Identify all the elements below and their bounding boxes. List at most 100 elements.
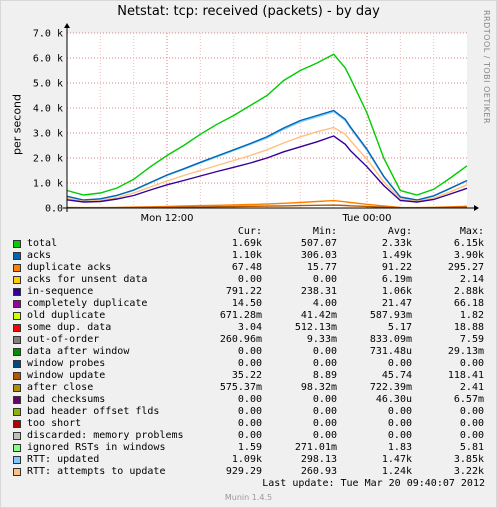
legend-swatch — [13, 432, 21, 440]
series-line-in-sequence — [66, 135, 468, 203]
legend-min: 271.01m — [294, 442, 337, 453]
grid-lines — [67, 32, 467, 208]
x-tick-labels: Mon 12:00 Tue 00:00 — [140, 213, 391, 224]
x-tick-label: Tue 00:00 — [341, 213, 391, 224]
legend-swatch — [13, 300, 21, 308]
y-tick-label: 2.0 k — [33, 154, 63, 165]
legend-cur: 0.00 — [237, 394, 262, 405]
legend-min: 298.13 — [300, 454, 337, 465]
legend-swatch — [13, 372, 21, 380]
legend-max: 3.22k — [453, 466, 484, 477]
legend-label: some dup. data — [27, 322, 112, 333]
legend-label: window probes — [27, 358, 106, 369]
legend-swatch — [13, 264, 21, 272]
legend-cur: 14.50 — [231, 298, 262, 309]
legend-min: 9.33m — [306, 334, 337, 345]
legend-label: RTT: updated — [27, 454, 100, 465]
legend-label: data after window — [27, 346, 130, 357]
legend-max: 0.00 — [459, 418, 484, 429]
legend-avg: 0.00 — [387, 358, 412, 369]
legend-max: 0.00 — [459, 430, 484, 441]
legend-cur: 1.59 — [237, 442, 262, 453]
legend-swatch — [13, 252, 21, 260]
legend-min: 238.31 — [300, 286, 337, 297]
legend-cur: 0.00 — [237, 358, 262, 369]
y-tick-label: 7.0 k — [33, 29, 63, 40]
legend-max: 3.90k — [453, 250, 484, 261]
legend-avg: 1.06k — [381, 286, 412, 297]
legend-header-row: Cur: Min: Avg: Max: — [12, 226, 492, 238]
legend-row: too short 0.00 0.00 0.00 0.00 — [12, 418, 492, 430]
legend-label: bad checksums — [27, 394, 106, 405]
x-tick-label: Mon 12:00 — [140, 213, 193, 224]
legend-cur: 929.29 — [225, 466, 262, 477]
legend-row: data after window 0.00 0.00 731.48u 29.13m — [12, 346, 492, 358]
y-tick-label: 0.0 — [45, 204, 63, 215]
legend-min: 260.93 — [300, 466, 337, 477]
legend-swatch — [13, 324, 21, 332]
legend-avg: 0.00 — [387, 406, 412, 417]
legend-cur: 1.69k — [231, 238, 262, 249]
legend-avg: 21.47 — [381, 298, 412, 309]
legend-label: duplicate acks — [27, 262, 112, 273]
legend-label: acks — [27, 250, 52, 261]
legend-swatch — [13, 396, 21, 404]
legend-avg: 731.48u — [369, 346, 412, 357]
legend-max: 66.18 — [453, 298, 484, 309]
y-axis-arrow — [64, 23, 70, 28]
legend-avg: 1.47k — [381, 454, 412, 465]
legend-label: old duplicate — [27, 310, 106, 321]
legend-row: in-sequence 791.22 238.31 1.06k 2.88k — [12, 286, 492, 298]
legend-cur: 0.00 — [237, 346, 262, 357]
legend-avg: 1.24k — [381, 466, 412, 477]
last-update: Last update: Tue Mar 20 09:40:07 2012 — [262, 478, 485, 489]
rrdtool-credit: RRDTOOL / TOBI OETIKER — [482, 10, 491, 125]
legend-row: RTT: attempts to update 929.29 260.93 1.24k… — [12, 466, 492, 478]
y-tick-label: 3.0 k — [33, 129, 63, 140]
legend-row: completely duplicate 14.50 4.00 21.47 66.18 — [12, 298, 492, 310]
legend-max: 6.57m — [453, 394, 484, 405]
y-tick-label: 1.0 k — [33, 179, 63, 190]
legend-cur: 791.22 — [225, 286, 262, 297]
legend-cur: 575.37m — [219, 382, 262, 393]
legend-label: discarded: memory problems — [27, 430, 184, 441]
legend-table: Cur: Min: Avg: Max: total 1.69k 507.07 2.33… — [12, 226, 492, 478]
series-line-acks — [66, 109, 468, 201]
legend-label: ignored RSTs in windows — [27, 442, 166, 453]
series-line-rtt-attempts-to-update — [66, 126, 468, 203]
legend-avg: 5.17 — [387, 322, 412, 333]
legend-row: some dup. data 3.04 512.13m 5.17 18.88 — [12, 322, 492, 334]
legend-cur: 1.09k — [231, 454, 262, 465]
legend-swatch — [13, 348, 21, 356]
legend-swatch — [13, 360, 21, 368]
legend-label: too short — [27, 418, 82, 429]
legend-row: total 1.69k 507.07 2.33k 6.15k — [12, 238, 492, 250]
legend-min: 15.77 — [306, 262, 337, 273]
graph-title: Netstat: tcp: received (packets) - by da… — [117, 4, 380, 19]
legend-swatch — [13, 312, 21, 320]
legend-min: 4.00 — [312, 298, 337, 309]
legend-max: 118.41 — [447, 370, 484, 381]
legend-header-cur: Cur: — [237, 226, 262, 237]
legend-label: out-of-order — [27, 334, 100, 345]
munin-version: Munin 1.4.5 — [224, 493, 273, 502]
legend-max: 0.00 — [459, 358, 484, 369]
legend-row: old duplicate 671.28m 41.42m 587.93m 1.82 — [12, 310, 492, 322]
legend-label: total — [27, 238, 58, 249]
legend-min: 0.00 — [312, 394, 337, 405]
legend-min: 512.13m — [294, 322, 337, 333]
legend-swatch — [13, 276, 21, 284]
legend-min: 0.00 — [312, 358, 337, 369]
legend-cur: 35.22 — [231, 370, 262, 381]
legend-cur: 0.00 — [237, 274, 262, 285]
legend-swatch — [13, 456, 21, 464]
legend-min: 0.00 — [312, 418, 337, 429]
legend-avg: 46.30u — [375, 394, 412, 405]
legend-header-max: Max: — [459, 226, 484, 237]
legend-avg: 587.93m — [369, 310, 412, 321]
legend-max: 2.14 — [459, 274, 484, 285]
legend-swatch — [13, 408, 21, 416]
legend-cur: 0.00 — [237, 406, 262, 417]
legend-avg: 91.22 — [381, 262, 412, 273]
legend-min: 0.00 — [312, 346, 337, 357]
